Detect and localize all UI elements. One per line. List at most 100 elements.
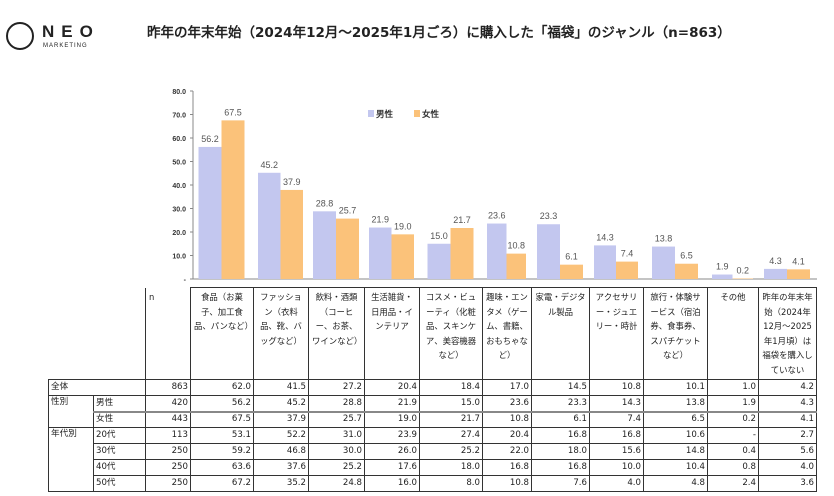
value-cell: 18.4: [419, 379, 483, 396]
data-table: n 食品（お菓子、加工食品、パンなど） ファッション（衣料品、靴、バッグなど） 飲料・…: [48, 287, 817, 492]
value-cell: 52.2: [253, 427, 309, 444]
value-cell: 15.0: [419, 395, 483, 412]
legend-label: 男性: [376, 109, 394, 119]
header-blank: [48, 287, 146, 380]
header-n: n: [149, 291, 155, 302]
data-label: 15.0: [430, 231, 448, 241]
column-header: 旅行・体験サービス（宿泊券、食事券、スパチケットなど）: [643, 287, 708, 380]
table-row: 女性 443 67.5 37.9 25.7 19.0 21.7 10.8 6.1 7.4 6.5 0.…: [49, 410, 817, 428]
data-label: 56.2: [201, 134, 219, 144]
value-cell: 7.4: [589, 410, 644, 428]
logo-text: NEO: [42, 22, 100, 41]
value-cell: 20.4: [364, 379, 420, 396]
bar-female: [336, 218, 359, 279]
table-header-row: n 食品（お菓子、加工食品、パンなど） ファッション（衣料品、靴、バッグなど） 飲料・…: [48, 287, 817, 380]
column-header: アクセサリー・ジュエリー・時計: [589, 287, 644, 380]
column-header: その他: [707, 287, 759, 380]
row-sub-label: 20代: [93, 427, 146, 444]
y-tick-label: 60.0: [172, 136, 186, 143]
value-cell: 37.6: [253, 459, 309, 476]
row-sub-label: 女性: [93, 410, 146, 428]
value-cell: 31.0: [308, 427, 365, 444]
bar-male: [487, 223, 507, 279]
value-cell: 10.8: [482, 410, 532, 428]
page-title: 昨年の年末年始（2024年12月～2025年1月ごろ）に購入した「福袋」のジャン…: [147, 25, 731, 41]
row-sub-label: 30代: [93, 443, 146, 460]
column-header: 家電・デジタル製品: [531, 287, 590, 380]
value-cell: 4.0: [589, 475, 644, 492]
value-cell: 14.8: [643, 443, 708, 460]
y-tick-label: 80.0: [172, 89, 186, 96]
n-cell: 250: [145, 475, 191, 492]
n-cell: 250: [145, 443, 191, 460]
y-tick-label: 70.0: [172, 113, 186, 120]
y-tick-label: 40.0: [172, 183, 186, 190]
value-cell: 10.4: [643, 459, 708, 476]
value-cell: 16.8: [531, 459, 590, 476]
value-cell: 16.8: [482, 459, 532, 476]
row-group-label: 年代別: [48, 427, 94, 492]
bar-female: [616, 261, 638, 279]
value-cell: 53.1: [190, 427, 254, 444]
n-cell: 420: [145, 395, 191, 412]
value-cell: 10.8: [589, 379, 644, 396]
value-cell: 2.4: [707, 475, 759, 492]
value-cell: 10.0: [589, 459, 644, 476]
value-cell: 63.6: [190, 459, 254, 476]
value-cell: 1.0: [707, 379, 759, 396]
value-cell: 25.7: [308, 410, 365, 428]
value-cell: 23.6: [482, 395, 532, 412]
bar-male: [537, 224, 560, 279]
legend-swatch: [368, 110, 374, 117]
value-cell: 2.7: [758, 427, 817, 444]
value-cell: 28.8: [308, 395, 365, 412]
value-cell: 10.1: [643, 379, 708, 396]
value-cell: 0.4: [707, 443, 759, 460]
bar-female: [280, 189, 303, 279]
data-label: 23.3: [540, 211, 558, 221]
data-label: 21.7: [453, 215, 471, 225]
row-sub-label: 男性: [93, 395, 146, 412]
bar-chart: - 10.0 20.0 30.0 40.0 50.0 60.0 70.0 80.0 56.2 67.…: [172, 89, 817, 284]
logo-mark-icon: [6, 22, 34, 50]
value-cell: 67.5: [190, 410, 254, 428]
column-header: 飲料・酒類（コーヒー、お茶、ワインなど）: [308, 287, 365, 380]
value-cell: 16.0: [364, 475, 420, 492]
value-cell: 16.8: [589, 427, 644, 444]
y-tick-label: 30.0: [172, 207, 186, 214]
bar-male: [369, 227, 392, 279]
table-row: 50代 250 67.2 35.2 24.8 16.0 8.0 10.8 7.6 4.0 4.8 2.…: [49, 475, 817, 492]
value-cell: 19.0: [364, 410, 420, 428]
n-cell: 443: [145, 410, 191, 428]
data-label: 0.2: [736, 266, 749, 276]
bar-female: [560, 264, 583, 279]
bar-male: [427, 243, 451, 279]
value-cell: 41.5: [253, 379, 309, 396]
value-cell: 30.0: [308, 443, 365, 460]
bar-female: [787, 269, 810, 279]
bar-male: [594, 245, 616, 279]
row-group-label: 性別: [48, 395, 94, 428]
data-label: 1.9: [716, 262, 729, 272]
value-cell: 18.0: [419, 459, 483, 476]
bar-male: [712, 274, 733, 279]
data-label: 6.5: [680, 251, 693, 261]
value-cell: 4.1: [758, 410, 817, 428]
value-cell: 4.3: [758, 395, 817, 412]
neo-marketing-logo: NEO MARKETING: [6, 22, 106, 56]
table-row: 40代 250 63.6 37.6 25.2 17.6 18.0 16.8 16.8 10.0 10…: [49, 459, 817, 476]
column-header: ファッション（衣料品、靴、バッグなど）: [253, 287, 309, 380]
data-label: 14.3: [596, 232, 614, 242]
data-label: 10.8: [507, 241, 525, 251]
bar-male: [764, 268, 787, 279]
value-cell: 62.0: [190, 379, 254, 396]
value-cell: 6.5: [643, 410, 708, 428]
y-tick-label: 50.0: [172, 160, 186, 167]
value-cell: 14.3: [589, 395, 644, 412]
data-label: 67.5: [224, 107, 242, 117]
table-row: 全体 863 62.0 41.5 27.2 20.4 18.4 17.0 14.5 10.8 10.…: [48, 379, 817, 396]
value-cell: 5.6: [758, 443, 817, 460]
value-cell: 46.8: [253, 443, 309, 460]
value-cell: 20.4: [482, 427, 532, 444]
n-cell: 113: [145, 427, 191, 444]
